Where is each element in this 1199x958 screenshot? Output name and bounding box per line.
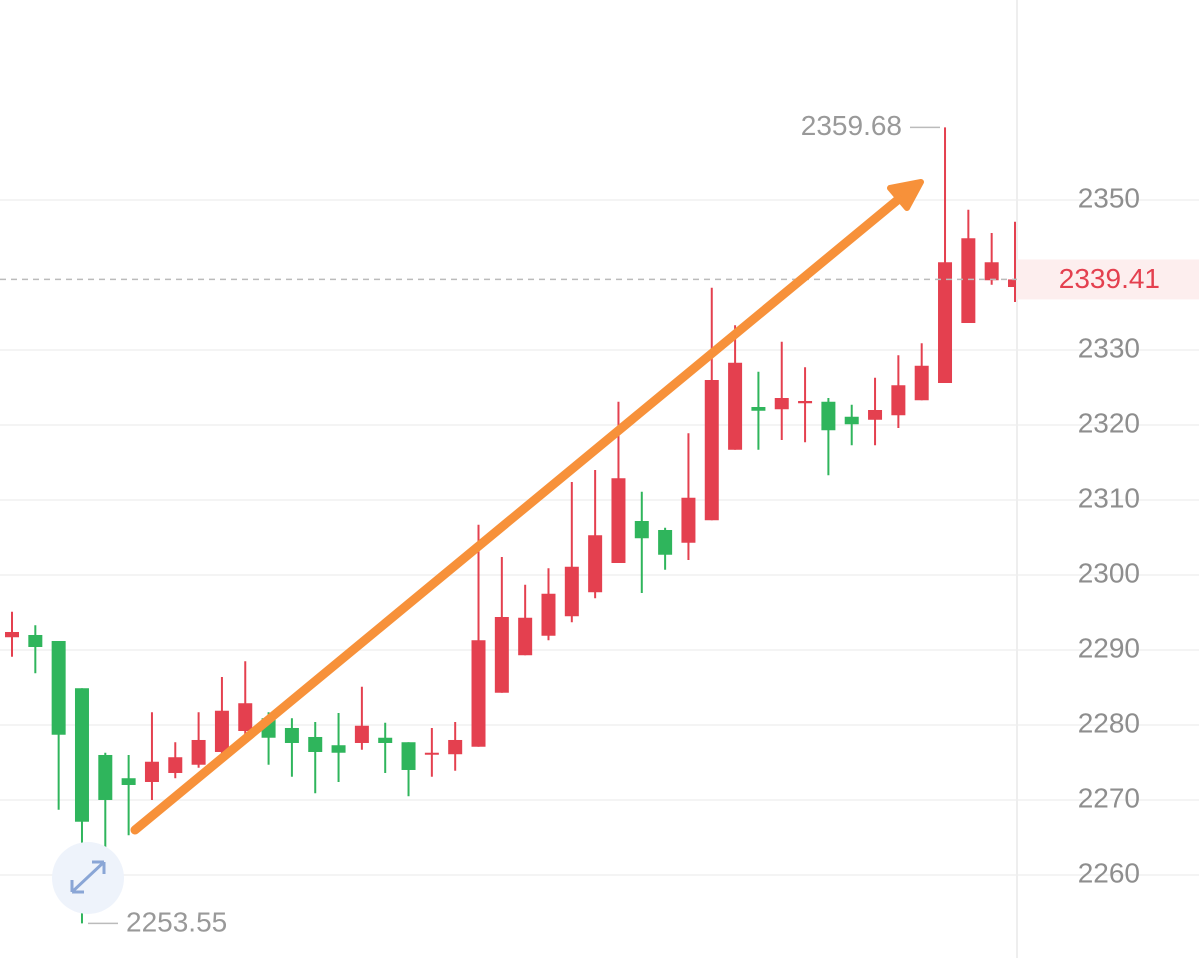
candle-body: [51, 640, 66, 735]
candle-body: [588, 535, 603, 593]
candle-body: [5, 631, 19, 638]
y-tick-label: 2310: [1078, 482, 1140, 513]
candle-body: [658, 529, 673, 555]
candle-body: [541, 593, 556, 636]
candle-body: [168, 757, 183, 773]
candle-body: [448, 739, 463, 755]
y-tick-label: 2280: [1078, 707, 1140, 738]
y-tick-label: 2300: [1078, 557, 1140, 588]
candle-body: [798, 401, 813, 404]
candle-body: [238, 703, 253, 731]
candle-body: [681, 497, 696, 543]
candle-body: [938, 262, 953, 384]
candle-body: [844, 416, 859, 425]
candle-body: [634, 520, 649, 539]
candle-body: [424, 752, 439, 755]
candle-body: [214, 710, 229, 752]
candle-body: [284, 727, 299, 743]
candle-body: [1008, 279, 1017, 288]
candles: [5, 127, 1017, 924]
candle-body: [868, 410, 883, 420]
y-tick-label: 2260: [1078, 857, 1140, 888]
candle-body: [28, 634, 43, 647]
candle-body: [821, 401, 836, 431]
high-label: 2359.68: [801, 110, 902, 141]
low-label: 2253.55: [126, 907, 227, 938]
candle-body: [191, 739, 206, 765]
grid: 2260 2270 2280 2290 2300 2310 2320 2330 2350: [0, 182, 1199, 888]
candle-body: [308, 736, 323, 752]
candle-body: [98, 754, 113, 800]
last-price-label: 2339.41: [1059, 263, 1160, 294]
trend-arrow: [130, 179, 924, 835]
candle-body: [564, 566, 579, 617]
y-tick-label: 2290: [1078, 632, 1140, 663]
y-tick-label: 2270: [1078, 782, 1140, 813]
y-tick-label: 2350: [1078, 182, 1140, 213]
candle-body: [774, 398, 789, 410]
candle-body: [984, 262, 999, 281]
candle-body: [611, 478, 626, 563]
candle-body: [401, 742, 416, 770]
y-tick-label: 2320: [1078, 407, 1140, 438]
candle-body: [751, 407, 766, 411]
candle-body: [354, 725, 369, 743]
candle-body: [728, 362, 743, 450]
candle-body: [471, 640, 486, 747]
zoom-icon: [52, 842, 124, 914]
candle-body: [518, 617, 533, 656]
annotations: 2339.41 2359.68 2253.55: [0, 110, 1199, 938]
y-tick-label: 2330: [1078, 332, 1140, 363]
candle-body: [121, 778, 136, 785]
candle-body: [961, 238, 976, 324]
candle-body: [891, 385, 906, 416]
candle-body: [144, 761, 159, 782]
candle-body: [378, 737, 393, 743]
candle-body: [74, 688, 89, 822]
candle-body: [914, 365, 929, 401]
candle-body: [704, 380, 719, 521]
last-price-box: [1017, 259, 1199, 300]
candle-body: [331, 745, 346, 753]
candle-body: [494, 616, 509, 693]
